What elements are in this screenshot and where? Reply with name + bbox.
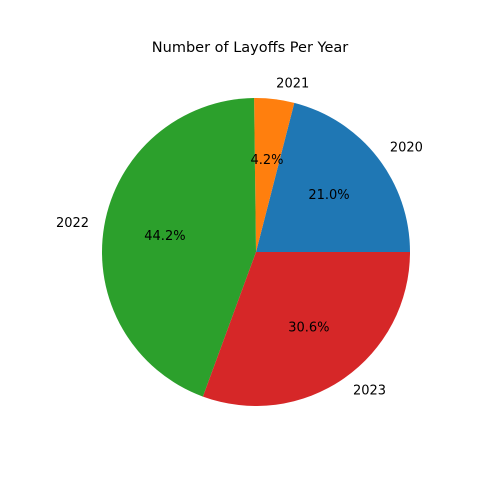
pie-slice-2020 [256,102,410,252]
pie-slices [102,98,410,406]
slice-label-2023: 2023 [353,383,386,398]
slice-percent-2020: 21.0% [308,188,349,203]
slice-percent-2021: 4.2% [250,153,283,168]
pie-slice-2021 [254,98,295,252]
slice-label-2022: 2022 [56,216,89,231]
chart-title: Number of Layoffs Per Year [152,40,348,56]
slice-percent-2023: 30.6% [288,320,329,335]
pie-slice-2023 [202,252,410,406]
pie-slice-2022 [102,98,257,397]
pie-labels: 2020 21.0% 2021 4.2% 2022 44.2% 2023 30.6% [56,76,423,398]
slice-label-2021: 2021 [276,76,309,91]
slice-percent-2022: 44.2% [144,229,185,244]
slice-label-2020: 2020 [390,141,423,156]
